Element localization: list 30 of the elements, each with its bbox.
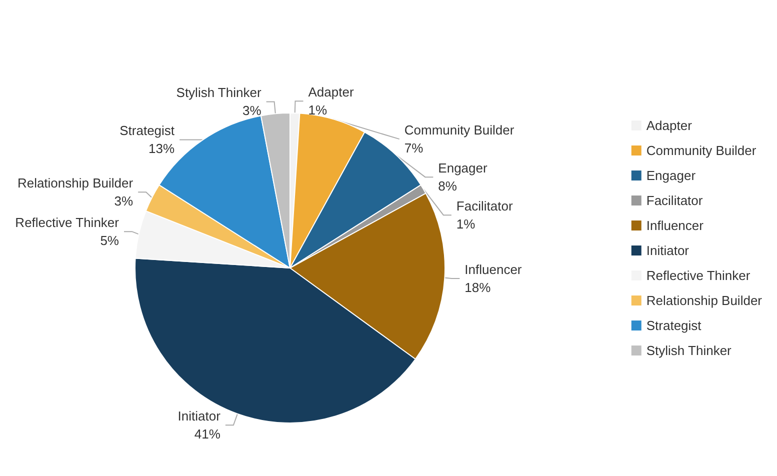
legend-label: Influencer <box>646 218 704 233</box>
data-label: 5% <box>100 233 120 248</box>
legend-label: Initiator <box>646 243 690 258</box>
slice-label: Adapter <box>308 84 354 100</box>
slice-label: Strategist <box>120 123 175 138</box>
slice-label: Facilitator <box>456 198 514 214</box>
slice-label: Relationship Builder <box>17 176 134 191</box>
data-label: 13% <box>148 141 175 156</box>
data-label: 3% <box>242 103 262 118</box>
slice-label: Influencer <box>464 262 522 277</box>
data-label: 1% <box>308 102 328 118</box>
legend-label: Stylish Thinker <box>646 343 732 358</box>
data-label: 1% <box>456 216 476 232</box>
data-label: 41% <box>194 426 221 442</box>
data-label: 7% <box>404 140 424 156</box>
legend-label: Adapter <box>646 118 693 133</box>
legend-label: Facilitator <box>646 193 704 208</box>
legend-label: Relationship Builder <box>646 293 763 308</box>
slice-label: Initiator <box>178 408 222 424</box>
slice-label: Engager <box>438 160 488 176</box>
slice-label: Reflective Thinker <box>15 215 120 230</box>
legend-label: Community Builder <box>646 143 757 158</box>
slice-label: Community Builder <box>404 122 515 138</box>
legend-label: Strategist <box>646 318 702 333</box>
slice-label: Stylish Thinker <box>176 85 262 100</box>
legend-label: Engager <box>646 168 696 183</box>
legend-label: Reflective Thinker <box>646 268 751 283</box>
data-label: 18% <box>464 280 492 295</box>
data-label: 3% <box>114 194 134 209</box>
data-label: 8% <box>438 178 458 194</box>
